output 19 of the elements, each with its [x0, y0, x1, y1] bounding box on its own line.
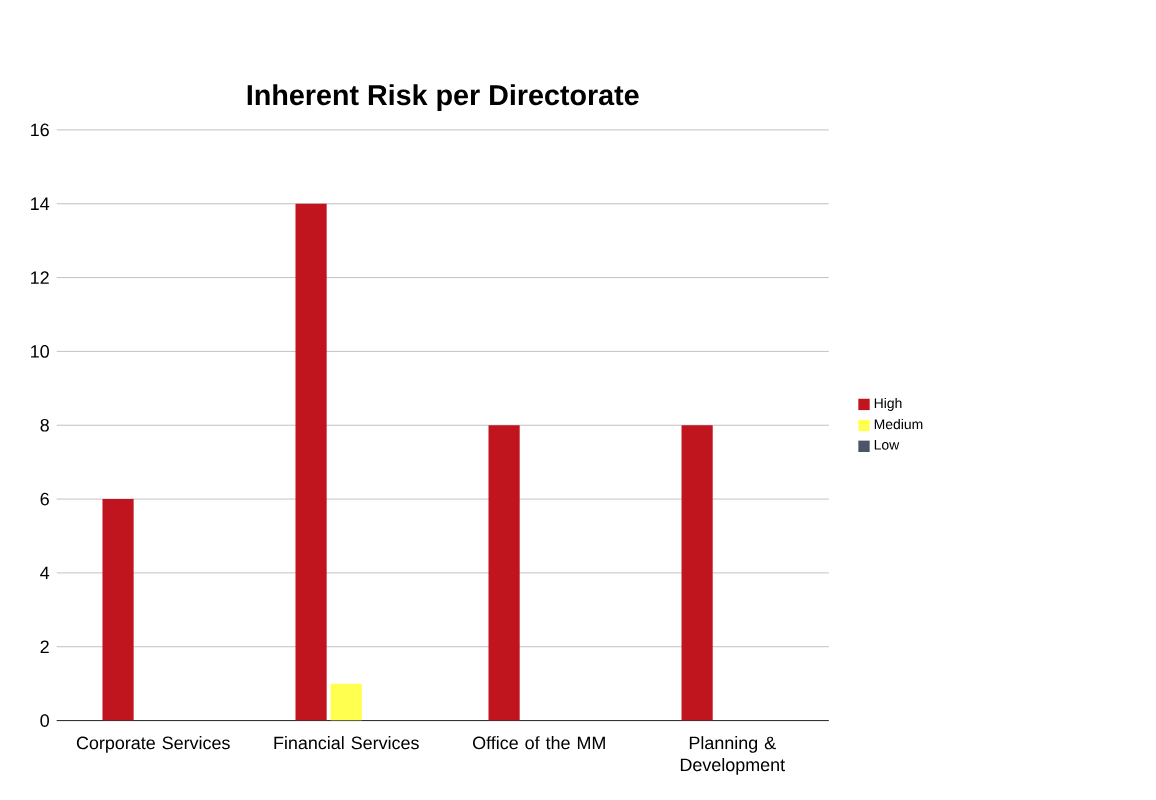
y-tick-label: 4: [40, 566, 50, 580]
bar: [102, 499, 134, 721]
y-tick-label: 6: [40, 492, 49, 506]
y-tick-label: 8: [40, 418, 49, 432]
bar: [488, 425, 520, 721]
x-tick-label: Corporate Services: [76, 736, 230, 753]
y-tick-label: 12: [31, 271, 49, 284]
bar: [681, 425, 713, 721]
y-tick-label: 2: [40, 640, 49, 654]
bar: [330, 683, 362, 721]
bar: [295, 203, 327, 721]
chart-title: Inherent Risk per Directorate: [247, 84, 639, 111]
y-tick-label: 16: [31, 123, 49, 137]
x-tick-label: Planning & Development: [680, 736, 785, 775]
y-tick-label: 0: [40, 714, 49, 727]
x-tick-label: Office of the MM: [473, 736, 605, 750]
y-tick-label: 10: [31, 345, 49, 358]
y-tick-label: 14: [31, 197, 50, 210]
x-tick-label: Financial Services: [274, 736, 419, 750]
